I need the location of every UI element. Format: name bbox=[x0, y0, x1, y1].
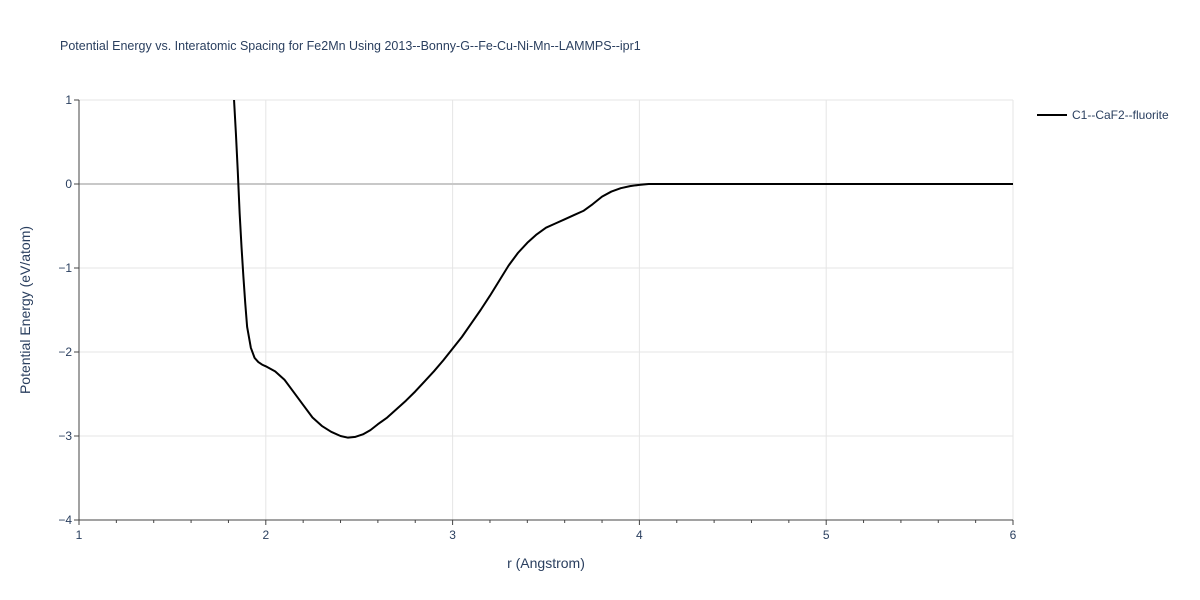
x-tick-label: 2 bbox=[262, 528, 269, 542]
x-tick-label: 3 bbox=[449, 528, 456, 542]
grid bbox=[79, 99, 1014, 520]
series-line bbox=[233, 100, 1013, 439]
axes bbox=[78, 100, 1013, 521]
legend[interactable]: C1--CaF2--fluorite bbox=[1037, 108, 1169, 122]
x-tick-label: 6 bbox=[1010, 528, 1017, 542]
x-tick-label: 5 bbox=[823, 528, 830, 542]
x-tick-label: 4 bbox=[636, 528, 643, 542]
y-tick-label: −1 bbox=[58, 261, 72, 275]
x-axis-label: r (Angstrom) bbox=[507, 555, 585, 571]
y-axis-ticks: 1 0 −1 −2 −3 −4 bbox=[58, 93, 79, 527]
x-tick-label: 1 bbox=[76, 528, 83, 542]
x-axis-ticks: 1 2 3 4 5 6 bbox=[76, 520, 1017, 542]
y-tick-label: −4 bbox=[58, 513, 72, 527]
y-tick-label: −2 bbox=[58, 345, 72, 359]
legend-item-label: C1--CaF2--fluorite bbox=[1072, 108, 1169, 122]
series-layer bbox=[233, 100, 1013, 439]
y-axis-label: Potential Energy (eV/atom) bbox=[17, 226, 33, 394]
y-tick-label: 1 bbox=[65, 93, 72, 107]
y-tick-label: −3 bbox=[58, 429, 72, 443]
y-tick-label: 0 bbox=[65, 177, 72, 191]
chart-title: Potential Energy vs. Interatomic Spacing… bbox=[60, 39, 641, 53]
